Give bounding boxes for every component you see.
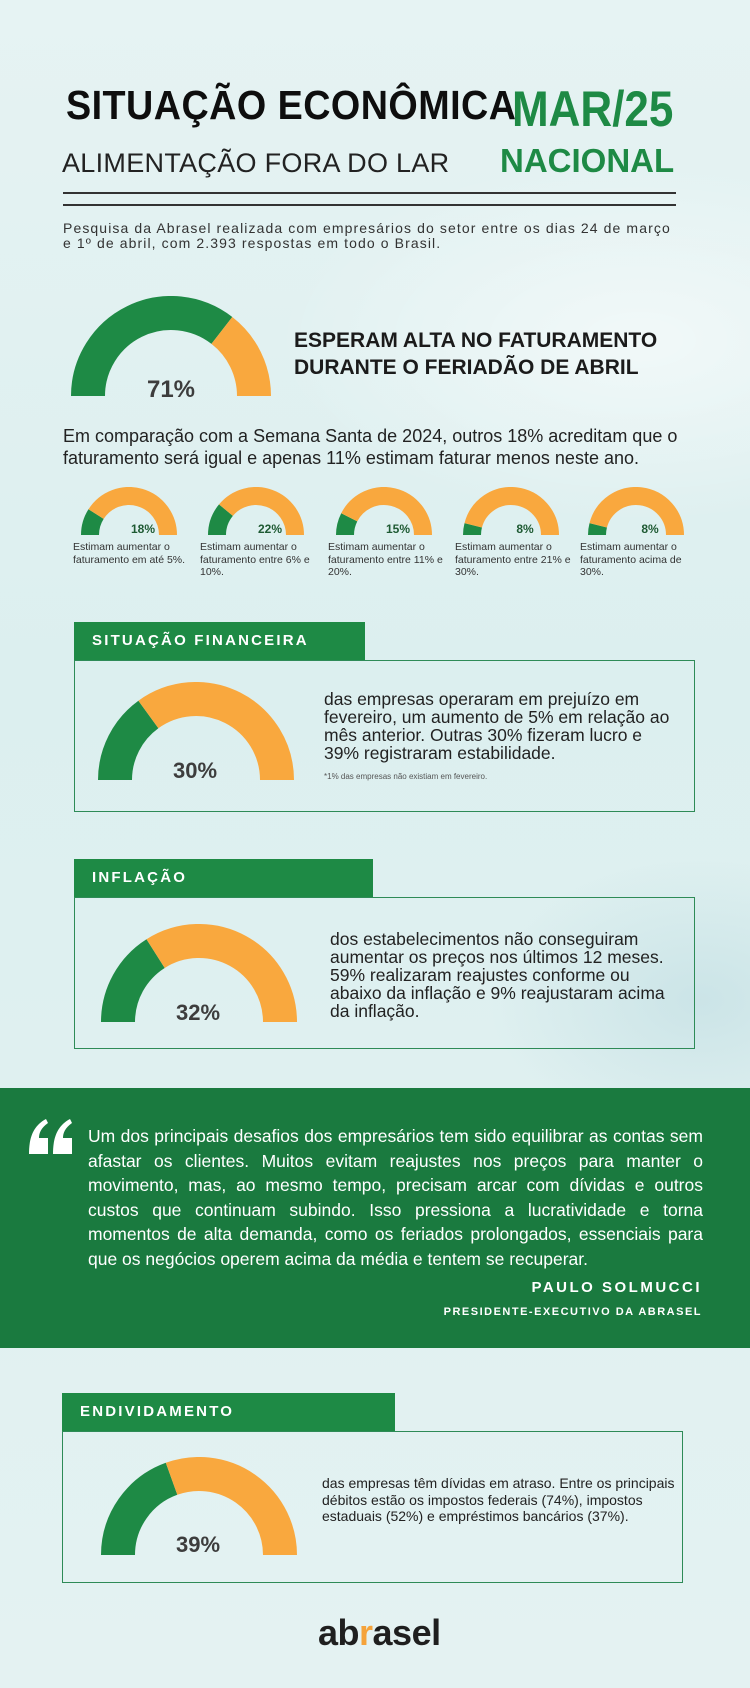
breakdown-label: Estimam aumentar o faturamento entre 6% …: [200, 541, 310, 578]
gauge-remainder-arc: [88, 487, 177, 536]
feriado-comparison: Em comparação com a Semana Santa de 2024…: [63, 426, 678, 468]
gauge-remainder-arc: [219, 487, 304, 536]
breakdown-label: Estimam aumentar o faturamento acima de …: [580, 541, 682, 578]
quote-author-role: PRESIDENTE-EXECUTIVO DA ABRASEL: [443, 1306, 702, 1318]
section-tag-financeira: SITUAÇÃO FINANCEIRA: [74, 622, 365, 660]
gauge-value-arc: [208, 504, 234, 536]
gauge-value-arc: [336, 513, 358, 536]
feriado-gauge: [71, 296, 271, 397]
page-subtitle: ALIMENTAÇÃO FORA DO LAR: [62, 148, 450, 178]
financeira-gauge: [98, 682, 294, 781]
gauge-remainder-arc: [165, 1457, 297, 1556]
survey-intro: Pesquisa da Abrasel realizada com empres…: [63, 220, 671, 251]
section-tag-inflacao: INFLAÇÃO: [74, 859, 373, 897]
header-divider-top: [63, 192, 676, 194]
feriado-gauge-percent: 71%: [146, 376, 196, 403]
gauge-remainder-arc: [464, 487, 559, 536]
endividamento-gauge: [101, 1457, 297, 1556]
gauge-value-arc: [588, 523, 608, 536]
breakdown-label: Estimam aumentar o faturamento entre 21%…: [455, 541, 571, 578]
breakdown-percent: 15%: [385, 522, 411, 536]
feriado-headline-line1: ESPERAM ALTA NO FATURAMENTO: [294, 329, 658, 352]
endividamento-gauge-percent: 39%: [175, 1532, 221, 1557]
gauge-value-arc: [98, 700, 159, 781]
breakdown-percent: 18%: [130, 522, 156, 536]
inflacao-text: dos estabelecimentos não conseguiram aum…: [330, 929, 665, 1021]
breakdown-percent: 8%: [516, 522, 534, 536]
logo-text-end: asel: [372, 1612, 442, 1653]
logo-text-accent: r: [359, 1612, 373, 1653]
breakdown-gauge: [208, 487, 304, 536]
inflacao-gauge: [101, 924, 297, 1023]
gauge-value-arc: [71, 296, 233, 397]
header-divider-bottom: [63, 204, 676, 206]
financeira-gauge-percent: 30%: [172, 758, 218, 783]
gauge-remainder-arc: [341, 487, 432, 536]
inflacao-card: [74, 897, 695, 1049]
endividamento-card: [62, 1431, 683, 1583]
breakdown-label: Estimam aumentar o faturamento em até 5%…: [73, 541, 186, 566]
gauge-remainder-arc: [589, 487, 684, 536]
quote-text: Um dos principais desafios dos empresári…: [88, 1126, 703, 1269]
gauge-value-arc: [101, 1462, 178, 1556]
feriado-headline: ESPERAM ALTA NO FATURAMENTO DURANTE O FE…: [294, 327, 694, 381]
financeira-card: [74, 660, 695, 812]
quote-icon: [29, 1119, 72, 1154]
scope-label: NACIONAL: [500, 142, 675, 179]
breakdown-gauge: [336, 487, 432, 536]
abrasel-logo: abrasel: [318, 1612, 441, 1654]
gauge-remainder-arc: [138, 682, 294, 781]
breakdown-gauge: [463, 487, 559, 536]
endividamento-text: das empresas têm dívidas em atraso. Entr…: [322, 1475, 675, 1524]
breakdown-gauge: [81, 487, 177, 536]
financeira-text: das empresas operaram em prejuízo em fev…: [324, 689, 670, 763]
breakdown-percent: 22%: [257, 522, 283, 536]
gauge-value-arc: [101, 939, 166, 1023]
breakdown-percent: 8%: [641, 522, 659, 536]
gauge-remainder-arc: [210, 316, 271, 397]
financeira-footnote: *1% das empresas não existiam em feverei…: [324, 772, 488, 781]
breakdown-gauge: [588, 487, 684, 536]
quote-author: PAULO SOLMUCCI: [531, 1279, 702, 1296]
section-tag-endividamento: ENDIVIDAMENTO: [62, 1393, 395, 1431]
logo-text-start: ab: [318, 1612, 360, 1653]
gauge-value-arc: [81, 509, 104, 536]
gauge-remainder-arc: [146, 924, 297, 1023]
page-title: SITUAÇÃO ECONÔMICA: [66, 82, 517, 128]
quote-band: [0, 1088, 750, 1348]
inflacao-gauge-percent: 32%: [175, 1000, 221, 1025]
breakdown-label: Estimam aumentar o faturamento entre 11%…: [328, 541, 443, 578]
feriado-headline-line2: DURANTE O FERIADÃO DE ABRIL: [294, 356, 639, 379]
gauge-value-arc: [463, 523, 483, 536]
period-label: MAR/25: [512, 81, 674, 137]
